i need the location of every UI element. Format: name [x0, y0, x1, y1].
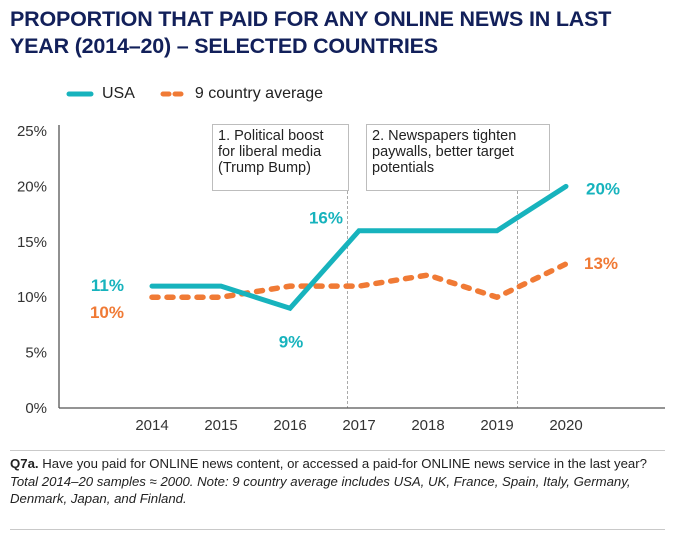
legend-label-average: 9 country average	[194, 85, 323, 102]
legend-item-average: 9 country average	[159, 85, 323, 103]
x-tick-label: 2016	[273, 417, 306, 434]
annotation-1-line-1: 1. Political boost	[218, 128, 324, 144]
annotation-1-line-2: for liberal media	[218, 144, 322, 160]
sample-note: Total 2014–20 samples ≈ 2000. Note: 9 co…	[10, 473, 631, 507]
legend-item-usa: USA	[66, 85, 135, 103]
data-label: 10%	[90, 303, 124, 322]
y-tick-label: 10%	[17, 289, 47, 306]
y-tick-label: 25%	[17, 123, 47, 140]
annotation-paywalls: 2. Newspapers tighten paywalls, better t…	[366, 124, 550, 191]
legend-swatch-average	[160, 91, 187, 97]
data-label: 16%	[309, 209, 343, 228]
annotation-trump-bump: 1. Political boost for liberal media (Tr…	[212, 124, 349, 191]
annotation-1-line-3: (Trump Bump)	[218, 160, 311, 176]
question-note: Q7a. Have you paid for ONLINE news conte…	[10, 455, 665, 508]
question-text: Have you paid for ONLINE news content, o…	[38, 456, 647, 471]
x-tick-label: 2017	[342, 417, 375, 434]
x-tick-label: 2015	[204, 417, 237, 434]
note-bottom-divider	[10, 529, 665, 530]
annotation-2-line-3: potentials	[372, 160, 435, 176]
data-label: 9%	[279, 332, 304, 351]
annotation-2-line-2: paywalls, better target	[372, 144, 514, 160]
question-id: Q7a.	[10, 456, 39, 471]
x-tick-label: 2018	[411, 417, 444, 434]
y-tick-label: 15%	[17, 234, 47, 251]
legend: USA 9 country average	[66, 84, 347, 104]
y-tick-label: 20%	[17, 178, 47, 195]
annotation-2-line-1: 2. Newspapers tighten	[372, 128, 517, 144]
line-chart: 0% 5% 10% 15% 20% 25% 2014 2015 2016 2017 2018 2019…	[17, 123, 665, 434]
x-tick-label: 2014	[135, 417, 168, 434]
note-top-divider	[10, 450, 665, 451]
y-tick-label: 0%	[25, 400, 47, 417]
legend-swatch-usa	[66, 91, 94, 97]
y-tick-label: 5%	[25, 345, 47, 362]
series-line-9-country-average	[149, 261, 569, 300]
chart-title: PROPORTION THAT PAID FOR ANY ONLINE NEWS…	[10, 7, 612, 58]
data-label: 20%	[586, 179, 620, 198]
legend-label-usa: USA	[102, 85, 135, 102]
x-tick-label: 2020	[549, 417, 582, 434]
series-line-usa	[149, 183, 569, 312]
data-label: 13%	[584, 254, 618, 273]
data-label: 11%	[91, 276, 124, 295]
x-tick-label: 2019	[480, 417, 513, 434]
